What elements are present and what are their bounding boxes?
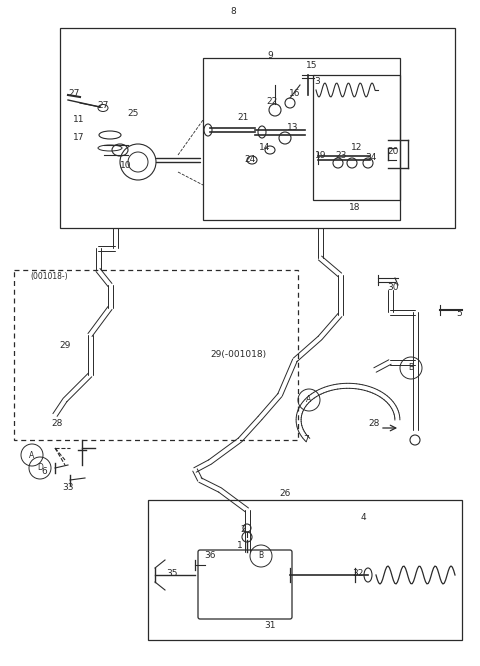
Text: 29: 29 [60, 340, 71, 350]
Bar [60, 28, 455, 228]
Bar [148, 500, 462, 640]
Text: 3: 3 [314, 77, 320, 87]
Text: B: B [258, 551, 264, 561]
Text: 5: 5 [456, 308, 462, 318]
Text: 27: 27 [97, 101, 108, 109]
Text: 17: 17 [73, 133, 85, 143]
Text: 19: 19 [315, 151, 327, 159]
Text: 29(-001018): 29(-001018) [210, 350, 266, 360]
Text: 2: 2 [240, 525, 246, 535]
Text: 15: 15 [306, 61, 318, 69]
Text: 9: 9 [267, 51, 273, 59]
Text: 22: 22 [266, 97, 277, 107]
Text: 13: 13 [287, 123, 299, 133]
Text: 28: 28 [51, 418, 63, 428]
Text: 26: 26 [279, 490, 291, 498]
Text: 31: 31 [264, 621, 276, 629]
Text: 32: 32 [352, 569, 364, 579]
Text: 10: 10 [120, 161, 132, 170]
Text: 30: 30 [387, 284, 399, 292]
Text: 11: 11 [73, 115, 85, 125]
Text: 14: 14 [259, 143, 271, 153]
Text: D: D [37, 464, 43, 472]
Text: A: A [29, 450, 35, 460]
Text: 21: 21 [237, 113, 249, 123]
Text: 1: 1 [237, 541, 243, 549]
Text: 35: 35 [166, 569, 178, 579]
Text: B: B [408, 364, 414, 372]
Text: 34: 34 [365, 153, 377, 163]
Text: 18: 18 [349, 204, 361, 212]
Text: 8: 8 [230, 7, 236, 17]
Text: 6: 6 [41, 468, 47, 476]
Bar [203, 58, 400, 220]
Text: 36: 36 [204, 551, 216, 559]
Text: A: A [306, 396, 312, 404]
Text: 16: 16 [289, 89, 301, 99]
Text: 20: 20 [387, 147, 399, 157]
Text: 25: 25 [127, 109, 139, 117]
Text: 33: 33 [62, 482, 74, 492]
Text: 7: 7 [303, 436, 309, 444]
Bar [313, 75, 400, 200]
Text: 28: 28 [368, 418, 380, 428]
Bar [14, 270, 298, 440]
Text: 24: 24 [244, 155, 256, 165]
Text: 12: 12 [351, 143, 363, 153]
Text: 27: 27 [68, 89, 80, 97]
Text: 23: 23 [336, 151, 347, 161]
Text: (001018-): (001018-) [30, 272, 68, 281]
Text: 4: 4 [360, 513, 366, 523]
